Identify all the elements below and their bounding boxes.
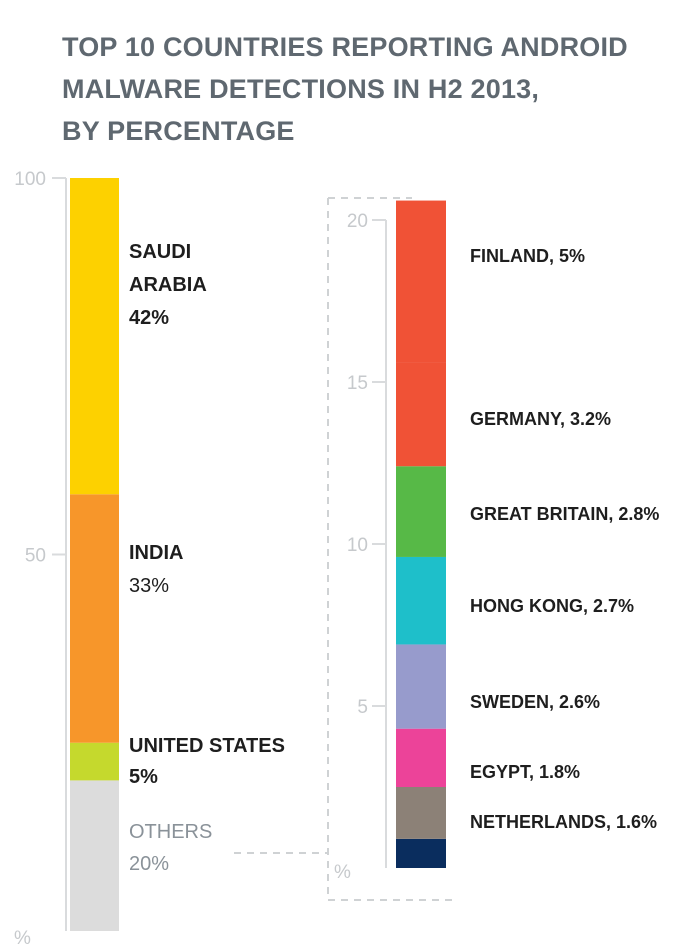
- right-series-label: NETHERLANDS, 1.6%: [470, 812, 657, 832]
- left-series-label: INDIA: [129, 542, 183, 564]
- left-value-label: 33%: [129, 575, 169, 597]
- right-tick-label: 15: [347, 373, 368, 394]
- left-series-label: ARABIA: [129, 274, 207, 296]
- zoom-box-side: [327, 198, 452, 901]
- right-series-label: FINLAND, 5%: [470, 246, 585, 266]
- left-value-label: 20%: [129, 853, 169, 875]
- right-series-label: HONG KONG, 2.7%: [470, 596, 634, 616]
- title-line-3: BY PERCENTAGE: [62, 116, 295, 146]
- right-tick-label: 10: [347, 535, 368, 556]
- right-series-label: GERMANY, 3.2%: [470, 409, 611, 429]
- right-bar-segment: [396, 644, 446, 729]
- left-tick-label: 100: [14, 169, 46, 190]
- left-series-label: OTHERS: [129, 821, 212, 843]
- right-bar-segment: [396, 466, 446, 557]
- right-series-label: GREAT BRITAIN, 2.8%: [470, 504, 659, 524]
- left-value-label: 42%: [129, 307, 169, 329]
- left-series-label: SAUDI: [129, 241, 191, 263]
- right-tick-label: 20: [347, 211, 368, 232]
- right-series-label: EGYPT, 1.8%: [470, 762, 580, 782]
- left-tick-label: 50: [25, 546, 46, 567]
- left-bar-segment: [70, 178, 119, 495]
- title-line-2: MALWARE DETECTIONS IN H2 2013,: [62, 74, 540, 104]
- right-bar-segment: [396, 787, 446, 839]
- left-axis-unit: %: [14, 928, 31, 949]
- right-axis-unit: %: [334, 862, 351, 883]
- right-tick-label: 5: [357, 697, 368, 718]
- right-bar-segment: [396, 556, 446, 645]
- right-series-label: SWEDEN, 2.6%: [470, 692, 600, 712]
- left-bar-segment: [70, 742, 119, 781]
- left-bar-segment: [70, 780, 119, 931]
- right-bar-segment: [396, 728, 446, 787]
- right-bar-segment: [396, 200, 446, 363]
- left-value-label: 5%: [129, 766, 158, 788]
- right-bar-segment: [396, 838, 446, 868]
- left-bar-segment: [70, 494, 119, 743]
- chart-title: TOP 10 COUNTRIES REPORTING ANDROID MALWA…: [62, 26, 672, 152]
- left-series-label: UNITED STATES: [129, 735, 285, 757]
- title-line-1: TOP 10 COUNTRIES REPORTING ANDROID: [62, 32, 628, 62]
- right-bar-segment: [396, 362, 446, 467]
